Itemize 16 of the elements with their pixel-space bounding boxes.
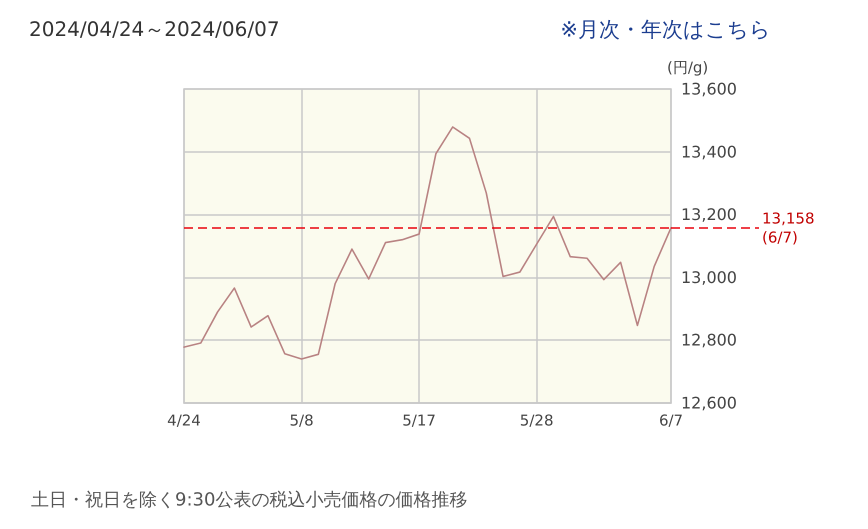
y-tick-label: 13,000	[681, 268, 737, 287]
x-tick-label: 5/28	[520, 412, 554, 430]
y-tick-label: 12,800	[681, 330, 737, 350]
y-tick-label: 13,400	[681, 142, 737, 162]
text: 土日・祝日を除く9:30公表の税込小売価格の価格推移	[31, 490, 468, 510]
y-axis-title: (円/g)	[667, 58, 708, 76]
x-tick-label: 5/17	[402, 412, 436, 430]
chart-title: 2024/04/24～2024/06/07	[29, 17, 280, 41]
y-tick-label: 13,200	[681, 205, 737, 224]
x-tick-label: 6/7	[658, 412, 684, 430]
x-tick-label: 5/8	[289, 412, 314, 430]
ref-line-label: 13,158 (6/7)	[762, 209, 814, 246]
x-tick-label: 4/24	[167, 412, 201, 430]
y-tick-label: 12,600	[681, 394, 737, 412]
text: ※月次・年次はこちら	[560, 18, 772, 42]
y-tick-label: 13,600	[681, 80, 737, 98]
